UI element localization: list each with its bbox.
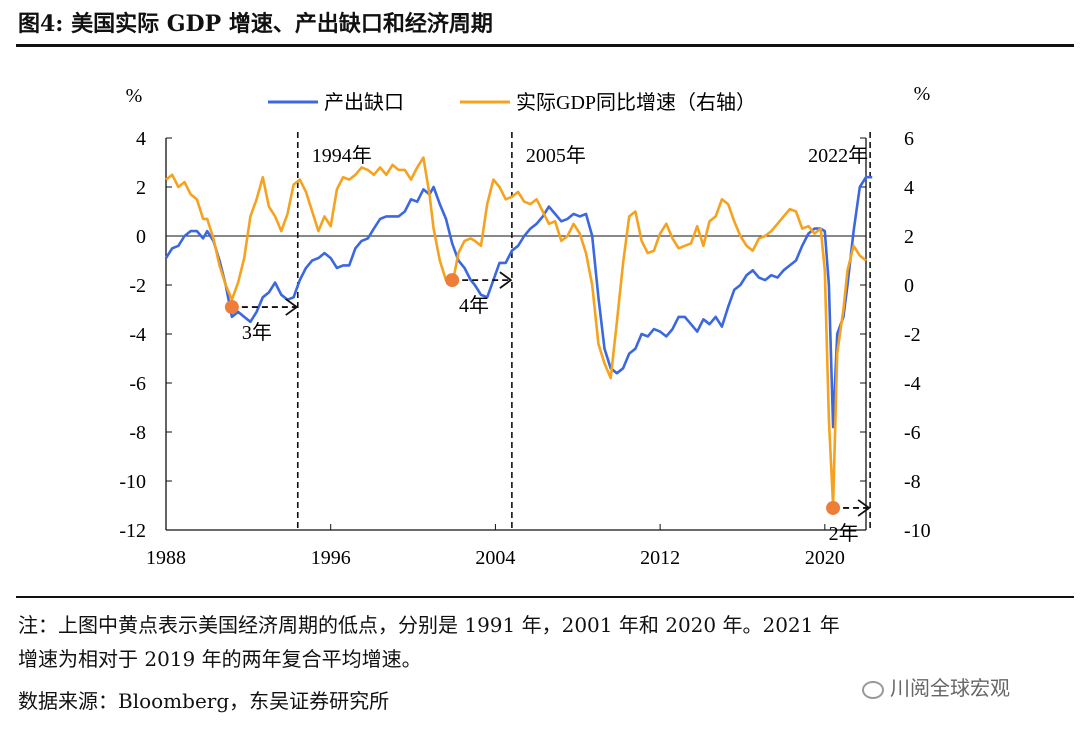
trough-marker	[224, 300, 239, 315]
left-tick-label: 4	[136, 128, 146, 150]
watermark: 川阅全球宏观	[862, 672, 1010, 701]
legend-label-gdp: 实际GDP同比增速（右轴）	[516, 91, 756, 114]
right-tick-label: 0	[904, 275, 914, 297]
trough-marker	[826, 500, 841, 515]
x-tick-label: 1988	[146, 547, 186, 569]
left-tick-label: -12	[119, 520, 146, 542]
chart-axes: 4 2 0 -2 -4 -6 -8 -10 -12 6 4 2 0 -2 -4 -6 -8 -10 1988 1996…	[119, 83, 930, 569]
chart: 4 2 0 -2 -4 -6 -8 -10 -12 6 4 2 0 -2 -4 -6 -8 -10 1988 1996…	[119, 83, 930, 569]
trough-marker	[445, 273, 460, 288]
right-tick-label: -10	[904, 520, 931, 542]
left-tick-label: 0	[136, 226, 146, 248]
top-rule	[16, 44, 1074, 47]
right-tick-label: -6	[904, 422, 921, 444]
right-tick-label: -8	[904, 471, 921, 493]
arrow-head	[499, 271, 513, 289]
x-tick-label: 2004	[475, 547, 515, 569]
cycle-duration-label: 4年	[459, 294, 489, 317]
wechat-icon	[862, 680, 884, 699]
right-tick-label: 6	[904, 128, 914, 150]
cycle-marks: 3年 4年 2年	[224, 271, 871, 545]
left-tick-label: 2	[136, 177, 146, 199]
chart-legend: 产出缺口 实际GDP同比增速（右轴）	[268, 91, 756, 114]
note-line-1: 注：上图中黄点表示美国经济周期的低点，分别是 1991 年，2001 年和 20…	[18, 613, 840, 637]
right-tick-label: 4	[904, 177, 914, 199]
cycle-start-label: 2022年	[808, 144, 868, 167]
left-axis-unit: %	[126, 85, 143, 107]
legend-label-output-gap: 产出缺口	[324, 91, 404, 114]
x-tick-label: 2012	[640, 547, 680, 569]
left-tick-label: -8	[129, 422, 146, 444]
series-line-output-gap	[164, 175, 873, 429]
right-tick-label: 2	[904, 226, 914, 248]
note-line-2: 增速为相对于 2019 年的两年复合平均增速。	[18, 647, 422, 671]
cycle-start-label: 2005年	[526, 144, 586, 167]
arrow-head	[285, 298, 299, 316]
bottom-rule	[16, 596, 1074, 598]
right-axis-unit: %	[914, 83, 931, 105]
cycle-duration-label: 2年	[829, 522, 859, 545]
watermark-text: 川阅全球宏观	[890, 676, 1010, 700]
left-tick-label: -10	[119, 471, 146, 493]
cycle-guides: 1994年 2005年 2022年	[296, 132, 871, 530]
chart-series	[164, 156, 873, 507]
right-tick-label: -2	[904, 324, 921, 346]
series-line-gdp	[165, 156, 867, 507]
x-tick-label: 2020	[805, 547, 845, 569]
cycle-duration-label: 3年	[242, 321, 272, 344]
cycle-start-label: 1994年	[312, 144, 372, 167]
page-title: 图4: 美国实际 GDP 增速、产出缺口和经济周期	[18, 11, 493, 37]
right-tick-label: -4	[904, 373, 921, 395]
left-tick-label: -2	[129, 275, 146, 297]
x-tick-label: 1996	[311, 547, 351, 569]
arrow-head	[857, 499, 871, 517]
source-note: 数据来源：Bloomberg，东吴证券研究所	[18, 689, 390, 713]
left-tick-label: -4	[129, 324, 146, 346]
left-tick-label: -6	[129, 373, 146, 395]
